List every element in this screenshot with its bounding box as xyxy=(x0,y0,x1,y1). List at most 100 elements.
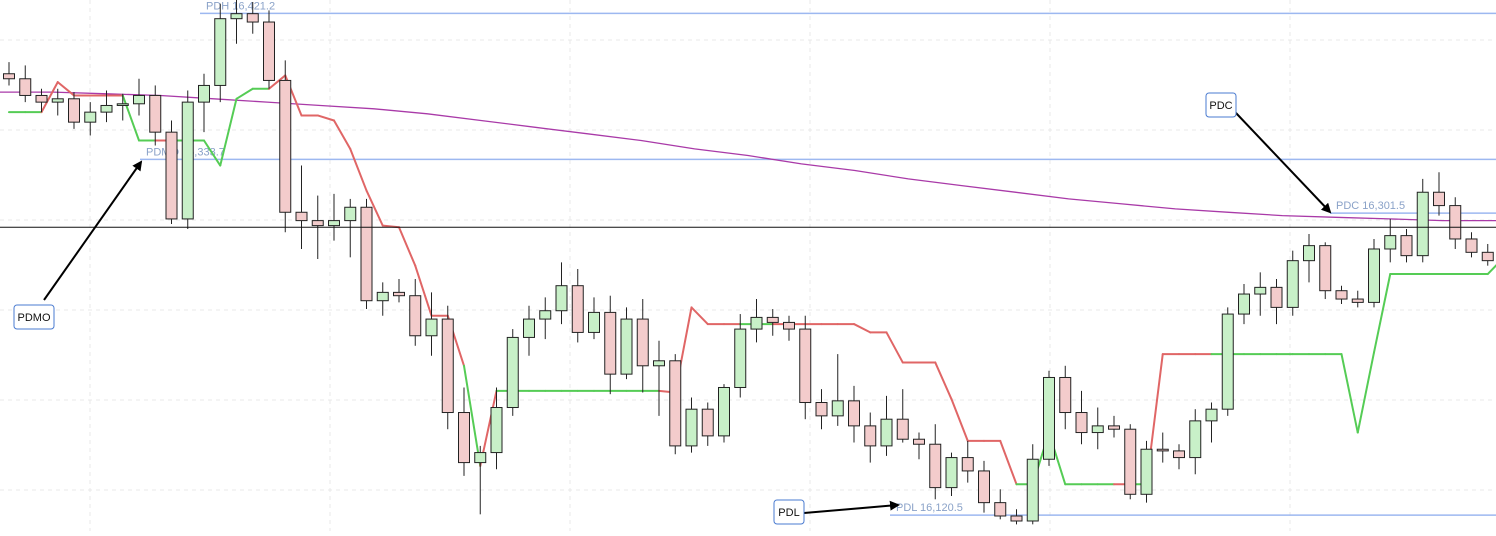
stop-segment xyxy=(887,332,903,362)
candle-body xyxy=(377,292,388,300)
candle-body xyxy=(1466,239,1477,252)
candle-body xyxy=(101,105,112,112)
candle-body xyxy=(1385,236,1396,249)
candle-body xyxy=(524,319,535,337)
level-label-pdh: PDH 16,421.2 xyxy=(206,0,275,12)
stop-segment xyxy=(1000,441,1016,484)
stop-segment xyxy=(935,362,951,399)
candle-body xyxy=(914,439,925,444)
candle-body xyxy=(410,296,421,336)
candle-body xyxy=(1011,516,1022,521)
candle-body xyxy=(4,74,15,79)
candle-body xyxy=(735,329,746,387)
candle-body xyxy=(784,322,795,329)
candle-body xyxy=(751,317,762,329)
candle-body xyxy=(621,319,632,374)
callout-label-pdl: PDL xyxy=(778,507,799,519)
candle-body xyxy=(491,408,502,453)
candle-body xyxy=(36,95,47,102)
candle-body xyxy=(1157,449,1168,451)
candle-body xyxy=(881,419,892,446)
candle-body xyxy=(1255,287,1266,294)
candle-body xyxy=(20,79,31,96)
candle-body xyxy=(312,221,323,226)
candle-body xyxy=(930,444,941,487)
candle-body xyxy=(719,387,730,435)
candle-body xyxy=(605,312,616,374)
candle-body xyxy=(459,413,470,463)
candle-body xyxy=(52,99,63,102)
candle-body xyxy=(345,207,356,220)
candle-body xyxy=(767,317,778,322)
candle-body xyxy=(572,286,583,333)
callout-arrow-pdl xyxy=(804,505,898,513)
stop-segment xyxy=(58,82,74,95)
candle-body xyxy=(800,329,811,402)
candle-body xyxy=(1044,377,1055,459)
candle-body xyxy=(589,312,600,332)
candle-body xyxy=(264,22,275,80)
candle-body xyxy=(182,102,193,219)
level-label-pdl: PDL 16,120.5 xyxy=(896,502,963,514)
candle-body xyxy=(946,458,957,488)
candle-body xyxy=(1092,426,1103,433)
candle-body xyxy=(150,95,161,132)
stop-segment xyxy=(350,149,366,191)
candle-body xyxy=(1352,299,1363,302)
candle-body xyxy=(215,19,226,86)
candle-body xyxy=(1417,192,1428,255)
candle-body xyxy=(280,80,291,212)
candle-body xyxy=(1336,291,1347,299)
candle-body xyxy=(1125,429,1136,494)
stop-segment xyxy=(1342,354,1358,432)
candle-body xyxy=(426,319,437,336)
candle-body xyxy=(1287,261,1298,308)
candle-body xyxy=(247,14,258,22)
stop-segment xyxy=(318,115,334,120)
candle-body xyxy=(1222,314,1233,409)
trailing-stop xyxy=(9,75,1496,484)
candle-body xyxy=(117,104,128,106)
candle-body xyxy=(69,99,80,122)
candle-body xyxy=(1434,192,1445,205)
candle-body xyxy=(1027,459,1038,521)
stop-segment xyxy=(334,120,350,148)
candle-body xyxy=(1271,287,1282,307)
candle-body xyxy=(962,458,973,471)
candles xyxy=(4,0,1496,524)
candle-body xyxy=(1190,421,1201,458)
candle-body xyxy=(1450,206,1461,239)
candle-body xyxy=(329,221,340,226)
candle-body xyxy=(540,311,551,319)
callout-label-pdmo: PDMO xyxy=(18,312,51,324)
candle-body xyxy=(1482,252,1493,260)
stop-segment xyxy=(220,99,236,166)
candle-body xyxy=(1141,449,1152,494)
candle-body xyxy=(1174,451,1185,458)
candle-body xyxy=(556,286,567,311)
level-label-pdc: PDC 16,301.5 xyxy=(1336,200,1405,212)
candle-body xyxy=(361,207,372,300)
candle-body xyxy=(816,403,827,416)
candle-body xyxy=(1401,236,1412,256)
candle-body xyxy=(1304,246,1315,261)
stop-segment xyxy=(399,227,415,265)
stop-segment xyxy=(237,89,253,99)
candle-body xyxy=(1320,246,1331,291)
candle-body xyxy=(702,409,713,436)
candle-body xyxy=(995,503,1006,516)
candle-body xyxy=(442,319,453,412)
candle-body xyxy=(979,471,990,503)
candle-body xyxy=(85,112,96,122)
candle-body xyxy=(849,401,860,426)
candle-body xyxy=(199,85,210,102)
candle-body xyxy=(231,14,242,19)
candle-body xyxy=(166,132,177,219)
callout-label-pdc: PDC xyxy=(1209,100,1232,112)
candle-body xyxy=(865,426,876,446)
candle-body xyxy=(394,292,405,295)
candle-body xyxy=(1076,413,1087,433)
candle-body xyxy=(475,453,486,463)
callout-arrow-pdmo xyxy=(44,162,141,300)
